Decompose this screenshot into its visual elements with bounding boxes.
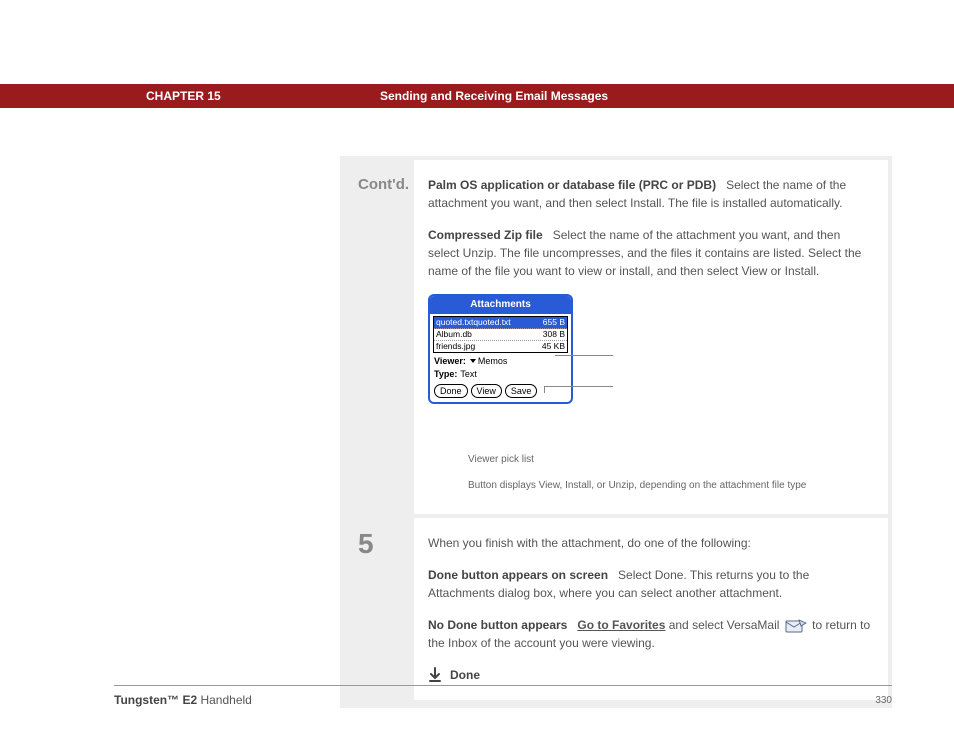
callout-labels: Viewer pick list Button displays View, I… — [468, 404, 806, 492]
file-size: 308 B — [543, 329, 565, 340]
product-name: Tungsten™ E2 — [114, 693, 197, 707]
list-row[interactable]: Album.db 308 B — [434, 329, 567, 341]
done-indicator: Done — [428, 666, 874, 684]
viewer-picklist[interactable]: Memos — [469, 355, 508, 368]
step5-intro: When you finish with the attachment, do … — [428, 534, 874, 552]
para-prc-lead: Palm OS application or database file (PR… — [428, 178, 716, 192]
chapter-header: CHAPTER 15 Sending and Receiving Email M… — [0, 84, 954, 108]
step-5-body: When you finish with the attachment, do … — [414, 518, 888, 700]
product-type: Handheld — [197, 693, 252, 707]
footer-product: Tungsten™ E2 Handheld — [114, 693, 252, 707]
p1-lead: Done button appears on screen — [428, 568, 608, 582]
viewer-value: Memos — [478, 356, 508, 366]
p2-lead: No Done button appears — [428, 618, 567, 632]
callout-line — [555, 355, 613, 356]
viewer-label: Viewer: — [434, 355, 466, 368]
para-prc-pdb: Palm OS application or database file (PR… — [428, 176, 874, 212]
dropdown-icon — [470, 359, 476, 363]
type-value: Text — [460, 368, 477, 381]
versamail-icon — [785, 618, 807, 634]
attachments-dialog: Attachments quoted.txtquoted.txt 655 B A… — [428, 294, 573, 404]
step-5-number: 5 — [344, 518, 414, 700]
step-contd: Cont'd. Palm OS application or database … — [344, 160, 888, 514]
palm-dialog-screenshot: Attachments quoted.txtquoted.txt 655 B A… — [428, 294, 573, 404]
footer-rule — [114, 685, 892, 686]
done-button[interactable]: Done — [434, 384, 468, 398]
para-zip-lead: Compressed Zip file — [428, 228, 543, 242]
callout-viewer-picklist: Viewer pick list — [468, 452, 806, 467]
list-row[interactable]: quoted.txtquoted.txt 655 B — [434, 317, 567, 329]
file-name: quoted.txtquoted.txt — [436, 317, 511, 328]
step-5: 5 When you finish with the attachment, d… — [344, 518, 888, 700]
view-button[interactable]: View — [471, 384, 502, 398]
p2-mid: and select VersaMail — [665, 618, 782, 632]
done-arrow-icon — [428, 667, 442, 683]
done-label: Done — [450, 666, 480, 684]
viewer-field: Viewer: Memos — [430, 355, 571, 368]
go-to-favorites-link[interactable]: Go to Favorites — [577, 618, 665, 632]
attachments-list: quoted.txtquoted.txt 655 B Album.db 308 … — [433, 316, 568, 353]
file-name: Album.db — [436, 329, 472, 340]
save-button[interactable]: Save — [505, 384, 538, 398]
chapter-label: CHAPTER 15 — [146, 89, 221, 103]
list-row[interactable]: friends.jpg 45 KB — [434, 341, 567, 352]
callout-view-button: Button displays View, Install, or Unzip,… — [468, 479, 806, 492]
step5-done-appears: Done button appears on screen Select Don… — [428, 566, 874, 602]
step5-no-done: No Done button appears Go to Favorites a… — [428, 616, 874, 652]
para-zip: Compressed Zip file Select the name of t… — [428, 226, 874, 280]
type-label: Type: — [434, 368, 457, 381]
dialog-titlebar: Attachments — [430, 296, 571, 314]
type-field: Type: Text — [430, 368, 571, 381]
dialog-buttons: Done View Save — [430, 381, 571, 402]
page-number: 330 — [875, 695, 892, 706]
file-name: friends.jpg — [436, 341, 475, 352]
screenshot-container: Attachments quoted.txtquoted.txt 655 B A… — [428, 294, 874, 492]
step-contd-body: Palm OS application or database file (PR… — [414, 160, 888, 514]
step-contd-label: Cont'd. — [344, 160, 414, 514]
file-size: 655 B — [543, 317, 565, 328]
callout-line — [544, 386, 613, 387]
instruction-panel: Cont'd. Palm OS application or database … — [340, 156, 892, 708]
callout-line — [544, 386, 545, 393]
file-size: 45 KB — [542, 341, 565, 352]
chapter-title: Sending and Receiving Email Messages — [380, 89, 608, 103]
